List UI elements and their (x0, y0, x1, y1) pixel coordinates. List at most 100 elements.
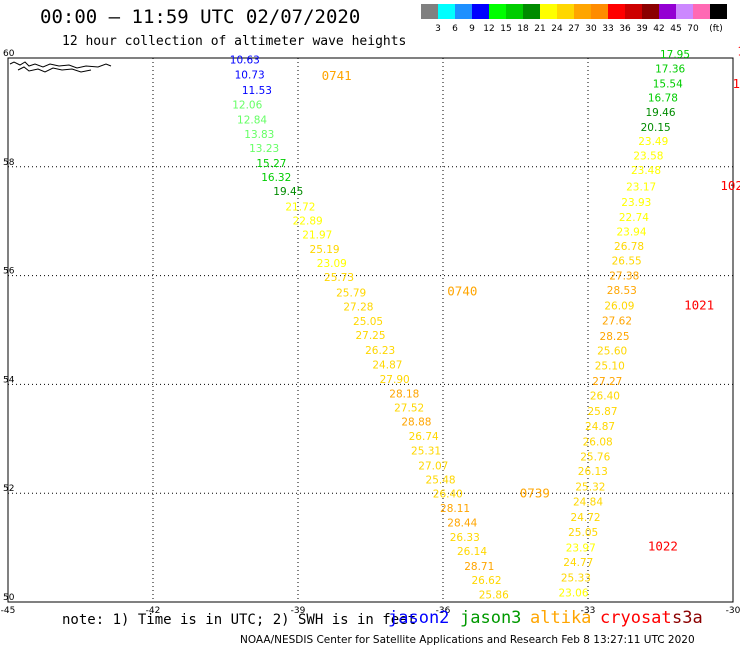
wave-height-value: 23.97 (566, 542, 596, 554)
wave-height-value: 28.18 (389, 388, 419, 400)
color-swatch (489, 4, 506, 19)
wave-height-value: 25.87 (587, 406, 617, 418)
wave-height-value: 26.13 (578, 466, 608, 478)
wave-height-value: 25.32 (575, 481, 605, 493)
plot-frame (7, 57, 734, 603)
y-tick-label: 56 (3, 267, 15, 277)
chart-subtitle: 12 hour collection of altimeter wave hei… (62, 34, 407, 49)
time-label: 0739 (520, 486, 550, 501)
wave-height-value: 26.14 (457, 546, 487, 558)
wave-height-value: 28.71 (464, 561, 494, 573)
wave-height-value: 28.25 (600, 331, 630, 343)
wave-height-value: 25.79 (336, 287, 366, 299)
wave-height-value: 26.33 (450, 532, 480, 544)
wave-height-value: 25.60 (597, 345, 627, 357)
wave-height-value: 10.63 (230, 54, 260, 66)
wave-height-value: 15.27 (256, 158, 286, 170)
wave-height-value: 12.06 (232, 100, 262, 112)
color-scale-label: 27 (568, 24, 580, 34)
wave-height-value: 16.32 (261, 172, 291, 184)
y-tick-label: 50 (3, 593, 15, 603)
color-swatch (421, 4, 438, 19)
x-tick-label: -33 (581, 606, 596, 616)
wave-height-value: 26.78 (614, 241, 644, 253)
wave-height-value: 23.17 (626, 182, 656, 194)
wave-height-value: 15.54 (653, 78, 683, 90)
color-swatch (591, 4, 608, 19)
wave-height-value: 24.77 (563, 557, 593, 569)
y-tick-label: 60 (3, 49, 15, 59)
wave-height-value: 23.06 (558, 588, 588, 600)
wave-height-value: 17.36 (655, 64, 685, 76)
color-scale-label: (ft) (709, 24, 723, 34)
wave-height-value: 26.23 (365, 345, 395, 357)
color-swatch (710, 4, 727, 19)
wave-height-value: 24.72 (571, 512, 601, 524)
satellite-legend-s3a: s3a (672, 608, 703, 628)
wave-height-value: 26.08 (583, 436, 613, 448)
satellite-legend-jason2: jason2 (388, 608, 450, 628)
color-swatch (557, 4, 574, 19)
wave-height-value: 25.05 (568, 527, 598, 539)
wave-height-value: 28.11 (440, 503, 470, 515)
wave-height-value: 23.94 (616, 226, 646, 238)
color-scale-label: 42 (653, 24, 665, 34)
satellite-legend-altika: altika (530, 608, 592, 628)
wave-height-value: 23.58 (633, 151, 663, 163)
wave-height-value: 11.53 (242, 85, 272, 97)
color-scale-label: 36 (619, 24, 631, 34)
color-swatch (540, 4, 557, 19)
wave-height-value: 27.52 (394, 403, 424, 415)
wave-height-value: 22.89 (293, 215, 323, 227)
y-tick-label: 58 (3, 158, 15, 168)
wave-height-value: 27.38 (609, 270, 639, 282)
time-label: 1020 (732, 76, 740, 91)
wave-height-value: 27.90 (380, 374, 410, 386)
wave-height-value: 17.95 (660, 49, 690, 61)
satellite-legend-cryosat: cryosat (600, 608, 672, 628)
color-swatch (625, 4, 642, 19)
wave-height-value: 27.62 (602, 316, 632, 328)
wave-height-value: 24.87 (372, 360, 402, 372)
wave-height-value: 13.23 (249, 143, 279, 155)
credit-line: NOAA/NESDIS Center for Satellite Applica… (240, 634, 695, 646)
wave-height-value: 23.93 (621, 197, 651, 209)
wave-height-value: 25.05 (353, 316, 383, 328)
time-label: 1022 (648, 538, 678, 553)
color-swatch (506, 4, 523, 19)
color-swatch (608, 4, 625, 19)
time-label: 0741 (322, 68, 352, 83)
time-label: 1020 (720, 178, 740, 193)
y-tick-label: 54 (3, 375, 15, 385)
wave-height-value: 26.55 (612, 256, 642, 268)
color-swatch (659, 4, 676, 19)
color-scale-label: 39 (636, 24, 648, 34)
wave-height-value: 28.53 (607, 285, 637, 297)
color-scale-label: 33 (602, 24, 614, 34)
color-swatch (438, 4, 455, 19)
wave-height-value: 27.25 (355, 330, 385, 342)
wave-height-value: 24.84 (573, 497, 603, 509)
wave-height-value: 23.48 (631, 165, 661, 177)
x-tick-label: -45 (1, 606, 16, 616)
wave-height-value: 25.48 (426, 474, 456, 486)
color-swatch (523, 4, 540, 19)
color-scale-label: 3 (435, 24, 441, 34)
color-scale-legend: 3 6 9 12 15 18 21 24 27 30 33 36 39 42 45 70 (ft) (421, 4, 728, 36)
time-label: 0738 (551, 647, 581, 650)
wave-height-value: 10.73 (235, 70, 265, 82)
color-scale-label: 21 (534, 24, 546, 34)
time-label: 1019 (737, 43, 740, 58)
wave-height-value: 25.73 (324, 272, 354, 284)
wave-height-value: 25.33 (561, 572, 591, 584)
wave-height-value: 22.74 (619, 212, 649, 224)
wave-height-value: 26.09 (604, 300, 634, 312)
x-tick-label: -42 (146, 606, 161, 616)
wave-height-value: 25.76 (580, 452, 610, 464)
color-scale-label: 18 (517, 24, 529, 34)
wave-height-value: 23.49 (638, 136, 668, 148)
color-scale-label: 30 (585, 24, 597, 34)
wave-height-value: 24.87 (585, 421, 615, 433)
wave-height-value: 28.88 (401, 417, 431, 429)
